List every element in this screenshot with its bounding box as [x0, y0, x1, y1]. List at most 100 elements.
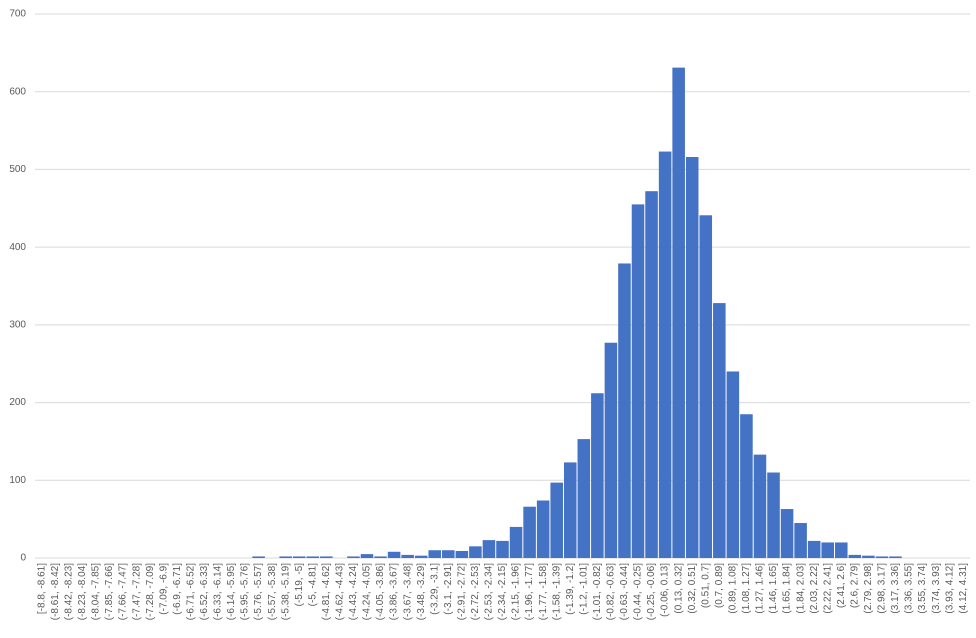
bar: [523, 506, 536, 558]
x-tick-label: (-0.44, -0.25]: [633, 563, 644, 620]
x-tick-label: (-4.24, -4.05]: [362, 563, 373, 620]
x-tick-label: (-0.82, -0.63]: [606, 563, 617, 620]
x-tick-label: (1.84, 2.03]: [795, 563, 806, 614]
bar: [618, 263, 631, 558]
x-tick-label: (0.51, 0.7]: [700, 563, 711, 608]
bar: [848, 554, 862, 558]
x-tick-label: (-7.47, -7.28]: [131, 563, 142, 620]
x-tick-label: (-4.43, -4.24]: [348, 563, 359, 620]
x-tick-label: (1.27, 1.46]: [755, 563, 766, 614]
x-tick-label: (-8.61, -8.42]: [50, 563, 61, 620]
y-tick-label: 700: [9, 9, 26, 20]
y-tick-label: 0: [20, 553, 26, 564]
bar: [672, 67, 685, 558]
y-tick-label: 400: [9, 242, 26, 253]
bar: [794, 523, 807, 558]
x-tick-label: (-8.42, -8.23]: [64, 563, 75, 620]
x-tick-label: (-8.23, -8.04]: [77, 563, 88, 620]
x-tick-label: (-5.95, -5.76]: [240, 563, 251, 620]
x-tick-label: (0.7, 0.89]: [714, 563, 725, 608]
x-tick-label: (-5, -4.81]: [307, 563, 318, 607]
x-tick-label: (-1.96, -1.77]: [524, 563, 535, 620]
x-tick-label: (1.65, 1.84]: [782, 563, 793, 614]
x-tick-label: (-4.05, -3.86]: [375, 563, 386, 620]
bar: [875, 556, 889, 558]
x-tick-label: (-2.91, -2.72]: [456, 563, 467, 620]
bar: [428, 550, 442, 558]
x-tick-label: (-0.63, -0.44]: [619, 563, 630, 620]
bar: [591, 393, 604, 558]
x-tick-label: (-2.34, -2.15]: [497, 563, 508, 620]
x-tick-label: (2.03, 2.22]: [809, 563, 820, 614]
bar: [320, 556, 333, 558]
x-tick-label: (-1.58, -1.39]: [551, 563, 562, 620]
x-tick-label: (-5.57, -5.38]: [267, 563, 278, 620]
bar: [536, 500, 550, 558]
x-tick-label: (3.17, 3.36]: [890, 563, 901, 614]
x-tick-label: (2.41, 2.6]: [836, 563, 847, 608]
x-tick-label: (-7.28, -7.09]: [145, 563, 156, 620]
y-tick-label: 300: [9, 319, 26, 330]
x-tick-label: (4.12, 4.31]: [958, 563, 969, 614]
x-tick-label: (-0.06, 0.13]: [660, 563, 671, 617]
bar: [807, 540, 821, 558]
x-tick-label: (-2.53, -2.34]: [484, 563, 495, 620]
x-tick-label: (-3.1, -2.91]: [443, 563, 454, 615]
bar: [658, 151, 672, 558]
bar: [713, 303, 726, 558]
x-tick-label: (-1.77, -1.58]: [538, 563, 549, 620]
x-tick-label: (-1.2, -1.01]: [578, 563, 589, 615]
bar: [455, 551, 469, 558]
x-tick-label: (3.55, 3.74]: [917, 563, 928, 614]
x-tick-label: (-3.48, -3.29]: [416, 563, 427, 620]
x-tick-label: (-3.29, -3.1]: [429, 563, 440, 615]
x-tick-label: (-7.85, -7.66]: [104, 563, 115, 620]
bar: [862, 555, 875, 558]
bar: [482, 540, 496, 558]
x-tick-label: (1.46, 1.65]: [768, 563, 779, 614]
bar: [889, 556, 902, 558]
x-tick-label: (-6.14, -5.95]: [226, 563, 237, 620]
bar: [401, 554, 414, 558]
x-tick-label: (-5.19, -5]: [294, 563, 305, 607]
bar: [414, 555, 428, 558]
x-tick-label: (-7.66, -7.47]: [118, 563, 129, 620]
bar: [374, 556, 387, 558]
bar: [699, 215, 713, 558]
x-tick-label: (-1.39, -1.2]: [565, 563, 576, 615]
bar: [563, 462, 577, 558]
bar: [496, 540, 509, 558]
bar: [780, 509, 794, 558]
x-tick-label: (-4.62, -4.43]: [335, 563, 346, 620]
bar: [577, 439, 591, 558]
x-tick-label: (-5.76, -5.57]: [253, 563, 264, 620]
x-tick-label: (3.74, 3.93]: [931, 563, 942, 614]
bar: [834, 542, 848, 558]
x-tick-label: (-8.04, -7.85]: [91, 563, 102, 620]
bar: [306, 556, 320, 558]
bar: [631, 204, 645, 558]
bar: [442, 550, 455, 558]
bar: [292, 556, 306, 558]
bar: [685, 156, 699, 558]
y-tick-label: 200: [9, 397, 26, 408]
x-tick-label: (-6.71, -6.52]: [185, 563, 196, 620]
bar: [550, 482, 563, 558]
x-tick-label: (-6.33, -6.14]: [213, 563, 224, 620]
bar: [279, 556, 292, 558]
bar: [726, 371, 740, 558]
bar: [347, 556, 360, 558]
x-tick-label: (2.98, 3.17]: [877, 563, 888, 614]
bar: [252, 556, 265, 558]
x-tick-label: (2.22, 2.41]: [822, 563, 833, 614]
y-tick-label: 500: [9, 164, 26, 175]
bar: [604, 342, 618, 558]
y-tick-label: 600: [9, 86, 26, 97]
x-tick-label: (-0.25, -0.06]: [646, 563, 657, 620]
bar: [767, 472, 780, 558]
x-tick-label: (-1.01, -0.82]: [592, 563, 603, 620]
y-tick-label: 100: [9, 475, 26, 486]
x-tick-label: [-8.8, -8.61]: [36, 563, 47, 614]
x-tick-label: (-3.67, -3.48]: [402, 563, 413, 620]
